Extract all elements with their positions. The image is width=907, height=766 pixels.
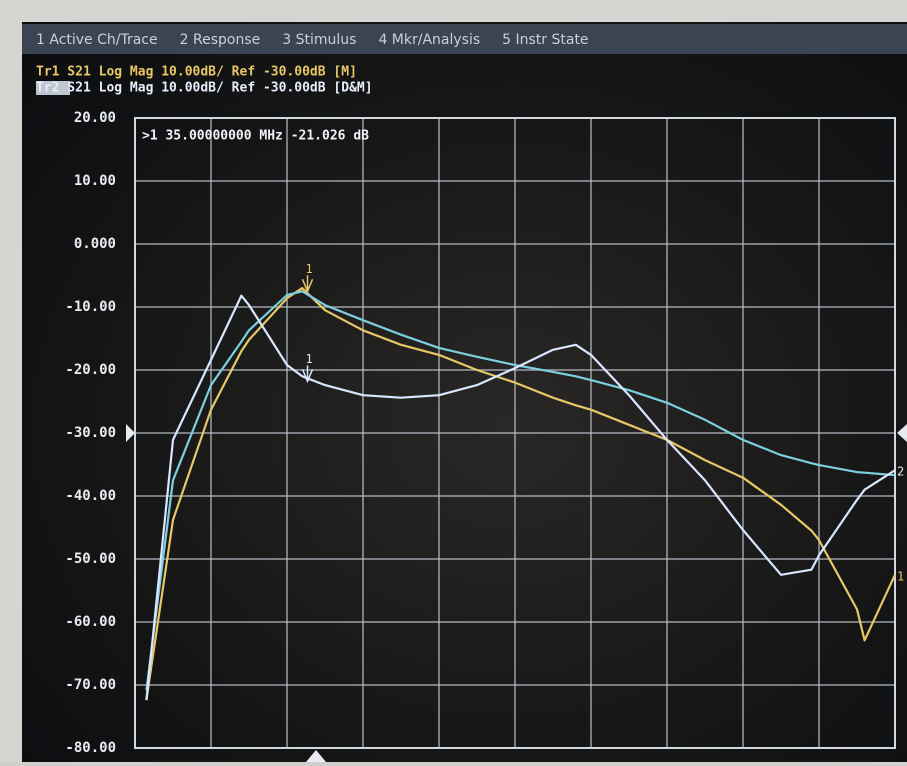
marker-label: 1 (306, 352, 313, 366)
y-tick-label: -70.00 (65, 677, 116, 693)
marker-glyph (301, 275, 314, 294)
trace-end-label: 1 (897, 569, 904, 583)
trace-header: Tr2 S21 Log Mag 10.00dB/ Ref -30.00dB [D… (36, 81, 373, 96)
menu-item[interactable]: 1 Active Ch/Trace (36, 32, 158, 48)
y-tick-label: -10.00 (65, 299, 116, 315)
stimulus-arrow (306, 750, 326, 762)
y-tick-label: -50.00 (65, 551, 116, 567)
menu-bar (22, 24, 907, 54)
marker-glyph (301, 365, 314, 384)
y-tick-label: 10.00 (74, 173, 116, 189)
ref-arrow (897, 424, 907, 442)
trace-line (145, 294, 896, 701)
y-tick-label: -30.00 (65, 425, 116, 441)
y-tick-label: 20.00 (74, 110, 116, 126)
marker-readout: >1 35.00000000 MHz -21.026 dB (142, 129, 369, 144)
trace-end-label: 2 (897, 465, 904, 479)
menu-item[interactable]: 5 Instr State (502, 32, 588, 48)
menu-item[interactable]: 3 Stimulus (282, 32, 356, 48)
ref-arrow (126, 424, 135, 442)
y-tick-label: 0.000 (74, 236, 116, 252)
y-tick-label: -40.00 (65, 488, 116, 504)
active-trace-box (36, 81, 70, 95)
menu-item[interactable]: 4 Mkr/Analysis (378, 32, 480, 48)
trace-line (145, 287, 896, 701)
display (22, 22, 907, 762)
marker-label: 1 (306, 262, 313, 276)
y-tick-label: -60.00 (65, 614, 116, 630)
trace-header: Tr1 S21 Log Mag 10.00dB/ Ref -30.00dB [M… (36, 65, 357, 80)
y-tick-label: -20.00 (65, 362, 116, 378)
menu-item[interactable]: 2 Response (180, 32, 261, 48)
trace-line (145, 290, 896, 691)
y-tick-label: -80.00 (65, 740, 116, 756)
